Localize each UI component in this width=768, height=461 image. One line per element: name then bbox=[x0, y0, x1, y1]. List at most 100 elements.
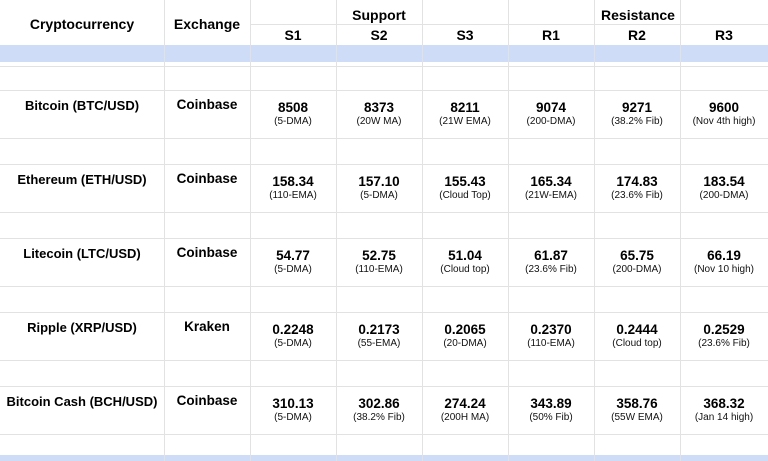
grid-row-line bbox=[0, 312, 768, 313]
level-cell: 54.77 (5-DMA) bbox=[250, 248, 336, 276]
level-indicator: (200-DMA) bbox=[526, 116, 576, 127]
level-indicator: (21W EMA) bbox=[439, 116, 491, 127]
header-resistance: Resistance bbox=[601, 7, 675, 23]
exchange-name: Coinbase bbox=[176, 97, 238, 112]
level-cell: 9074 (200-DMA) bbox=[508, 100, 594, 128]
level-value: 52.75 bbox=[362, 248, 396, 263]
level-cell: 9271 (38.2% Fib) bbox=[594, 100, 680, 128]
level-value: 358.76 bbox=[616, 396, 658, 411]
level-value: 0.2370 bbox=[530, 322, 572, 337]
level-cell: 0.2444 (Cloud top) bbox=[594, 322, 680, 350]
level-indicator: (23.6% Fib) bbox=[611, 190, 663, 201]
level-cell: 0.2173 (55-EMA) bbox=[336, 322, 422, 350]
level-cell: 310.13 (5-DMA) bbox=[250, 396, 336, 424]
level-value: 0.2529 bbox=[703, 322, 745, 337]
level-indicator: (55W EMA) bbox=[611, 412, 663, 423]
level-cell: 52.75 (110-EMA) bbox=[336, 248, 422, 276]
level-indicator: (50% Fib) bbox=[529, 412, 573, 423]
exchange-name: Kraken bbox=[184, 319, 230, 334]
crypto-name: Ripple (XRP/USD) bbox=[27, 320, 137, 335]
level-value: 158.34 bbox=[272, 174, 314, 189]
level-indicator: (200-DMA) bbox=[612, 264, 662, 275]
level-indicator: (23.6% Fib) bbox=[698, 338, 750, 349]
level-cell: 0.2065 (20-DMA) bbox=[422, 322, 508, 350]
level-indicator: (Cloud top) bbox=[440, 264, 490, 275]
level-value: 155.43 bbox=[444, 174, 486, 189]
level-value: 174.83 bbox=[616, 174, 658, 189]
exchange-name: Coinbase bbox=[176, 245, 238, 260]
header-s2: S2 bbox=[370, 27, 388, 43]
level-cell: 9600 (Nov 4th high) bbox=[680, 100, 768, 128]
level-cell: 302.86 (38.2% Fib) bbox=[336, 396, 422, 424]
grid-column-line bbox=[250, 0, 251, 461]
level-indicator: (Cloud top) bbox=[612, 338, 662, 349]
footer-band bbox=[0, 455, 768, 461]
level-value: 65.75 bbox=[620, 248, 654, 263]
level-cell: 165.34 (21W-EMA) bbox=[508, 174, 594, 202]
level-indicator: (200H MA) bbox=[440, 412, 490, 423]
header-support: Support bbox=[352, 7, 406, 23]
level-indicator: (5-DMA) bbox=[360, 190, 398, 201]
level-indicator: (Jan 14 high) bbox=[694, 412, 754, 423]
grid-row-line bbox=[0, 66, 768, 67]
level-value: 157.10 bbox=[358, 174, 400, 189]
level-value: 61.87 bbox=[534, 248, 568, 263]
level-indicator: (5-DMA) bbox=[274, 338, 312, 349]
level-value: 8373 bbox=[363, 100, 395, 115]
header-crypto: Cryptocurrency bbox=[29, 16, 135, 32]
level-cell: 8211 (21W EMA) bbox=[422, 100, 508, 128]
level-value: 343.89 bbox=[530, 396, 572, 411]
header-band bbox=[0, 45, 768, 62]
grid-row-line bbox=[0, 138, 768, 139]
level-indicator: (21W-EMA) bbox=[524, 190, 578, 201]
header-r1: R1 bbox=[542, 27, 560, 43]
level-value: 51.04 bbox=[448, 248, 482, 263]
level-value: 302.86 bbox=[358, 396, 400, 411]
header-exchange: Exchange bbox=[173, 16, 241, 32]
level-value: 54.77 bbox=[276, 248, 310, 263]
crypto-name: Bitcoin (BTC/USD) bbox=[24, 98, 140, 113]
header-r2: R2 bbox=[628, 27, 646, 43]
level-indicator: (5-DMA) bbox=[274, 264, 312, 275]
level-indicator: (38.2% Fib) bbox=[353, 412, 405, 423]
level-value: 9074 bbox=[535, 100, 567, 115]
grid-column-line bbox=[508, 0, 509, 461]
level-value: 0.2065 bbox=[444, 322, 486, 337]
level-indicator: (5-DMA) bbox=[274, 116, 312, 127]
level-value: 0.2248 bbox=[272, 322, 314, 337]
level-cell: 8373 (20W MA) bbox=[336, 100, 422, 128]
grid-row-line bbox=[0, 360, 768, 361]
level-cell: 158.34 (110-EMA) bbox=[250, 174, 336, 202]
level-indicator: (110-EMA) bbox=[269, 190, 317, 201]
grid-column-line bbox=[164, 0, 165, 461]
level-cell: 368.32 (Jan 14 high) bbox=[680, 396, 768, 424]
level-cell: 8508 (5-DMA) bbox=[250, 100, 336, 128]
level-cell: 155.43 (Cloud Top) bbox=[422, 174, 508, 202]
level-value: 66.19 bbox=[707, 248, 741, 263]
crypto-name: Bitcoin Cash (BCH/USD) bbox=[6, 394, 158, 409]
header-r3: R3 bbox=[715, 27, 733, 43]
level-indicator: (23.6% Fib) bbox=[525, 264, 577, 275]
level-cell: 61.87 (23.6% Fib) bbox=[508, 248, 594, 276]
level-value: 165.34 bbox=[530, 174, 572, 189]
level-cell: 0.2370 (110-EMA) bbox=[508, 322, 594, 350]
level-value: 0.2444 bbox=[616, 322, 658, 337]
grid-row-line bbox=[0, 90, 768, 91]
grid-row-line bbox=[0, 212, 768, 213]
header-s3: S3 bbox=[456, 27, 474, 43]
level-indicator: (20W MA) bbox=[356, 116, 402, 127]
grid-column-line bbox=[336, 0, 337, 461]
exchange-name: Coinbase bbox=[176, 171, 238, 186]
level-cell: 343.89 (50% Fib) bbox=[508, 396, 594, 424]
level-cell: 0.2248 (5-DMA) bbox=[250, 322, 336, 350]
grid-column-line bbox=[594, 0, 595, 461]
level-cell: 66.19 (Nov 10 high) bbox=[680, 248, 768, 276]
grid-row-line bbox=[0, 286, 768, 287]
level-indicator: (Cloud Top) bbox=[439, 190, 491, 201]
level-indicator: (55-EMA) bbox=[357, 338, 401, 349]
level-indicator: (Nov 4th high) bbox=[692, 116, 756, 127]
header-s1: S1 bbox=[284, 27, 302, 43]
level-cell: 274.24 (200H MA) bbox=[422, 396, 508, 424]
level-value: 9271 bbox=[621, 100, 653, 115]
